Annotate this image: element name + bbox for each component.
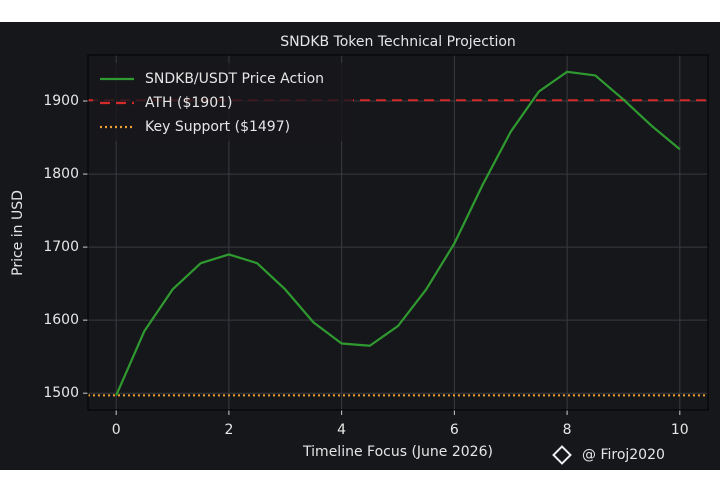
- y-tick-label: 1900: [43, 93, 79, 109]
- y-tick-label: 1800: [43, 166, 79, 182]
- axes-frame: [87, 54, 709, 411]
- watermark-logo: [552, 445, 572, 465]
- legend-label: ATH ($1901): [145, 95, 232, 111]
- x-tick-label: 10: [671, 422, 689, 438]
- legend-box: [93, 63, 353, 141]
- x-tick-label: 8: [563, 422, 572, 438]
- x-tick-label: 4: [337, 422, 346, 438]
- price-line: [115, 70, 681, 396]
- x-axis-label: Timeline Focus (June 2026): [302, 444, 493, 460]
- legend-label: SNDKB/USDT Price Action: [145, 71, 324, 87]
- x-tick-label: 0: [112, 422, 121, 438]
- chart-title: SNDKB Token Technical Projection: [280, 34, 516, 50]
- y-tick-label: 1600: [43, 312, 79, 328]
- legend: SNDKB/USDT Price Action ATH ($1901) Key Su…: [93, 63, 353, 141]
- legend-label: Key Support ($1497): [145, 119, 290, 135]
- y-axis-label: Price in USD: [10, 190, 26, 276]
- y-tick-label: 1700: [43, 239, 79, 255]
- x-tick-label: 6: [450, 422, 459, 438]
- y-tick-label: 1500: [43, 385, 79, 401]
- watermark: @ Firoj2020: [582, 447, 665, 463]
- x-tick-label: 2: [224, 422, 233, 438]
